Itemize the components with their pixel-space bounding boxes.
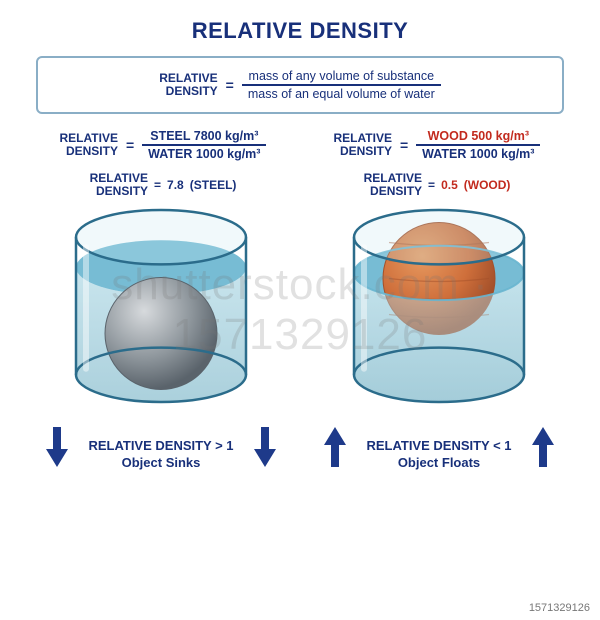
- footer-id: 1571329126: [529, 602, 590, 614]
- steel-fraction: STEEL 7800 kg/m³ WATER 1000 kg/m³: [142, 128, 266, 162]
- arrow-down-icon: [250, 425, 280, 469]
- steel-caption-behavior: Object Sinks: [88, 455, 233, 470]
- wood-caption-behavior: Object Floats: [366, 455, 511, 470]
- steel-label: RELATIVEDENSITY: [60, 132, 118, 158]
- def-numerator: mass of any volume of substance: [243, 68, 441, 84]
- wood-beaker: RELATIVE DENSITY < 1 Object Floats: [309, 206, 569, 470]
- definition-formula-box: RELATIVE DENSITY = mass of any volume of…: [36, 56, 564, 114]
- steel-caption-rule: RELATIVE DENSITY > 1: [88, 438, 233, 453]
- wood-beaker-svg: [348, 206, 530, 414]
- steel-arrows: RELATIVE DENSITY > 1 Object Sinks: [42, 424, 279, 470]
- def-denominator: mass of an equal volume of water: [242, 86, 441, 102]
- steel-example: RELATIVEDENSITY = STEEL 7800 kg/m³ WATER…: [33, 128, 293, 198]
- steel-result: RELATIVEDENSITY = 7.8 (STEEL): [33, 172, 293, 198]
- def-fraction: mass of any volume of substance mass of …: [242, 68, 441, 102]
- wood-result: RELATIVEDENSITY = 0.5 (WOOD): [307, 172, 567, 198]
- wood-result-material: (WOOD): [464, 178, 511, 192]
- wood-caption-rule: RELATIVE DENSITY < 1: [366, 438, 511, 453]
- page-title: RELATIVE DENSITY: [0, 0, 600, 44]
- steel-result-value: 7.8: [167, 178, 184, 192]
- wood-label: RELATIVEDENSITY: [334, 132, 392, 158]
- wood-denominator: WATER 1000 kg/m³: [416, 146, 540, 162]
- steel-numerator: STEEL 7800 kg/m³: [144, 128, 264, 144]
- steel-beaker: RELATIVE DENSITY > 1 Object Sinks: [31, 206, 291, 470]
- arrow-up-icon: [320, 425, 350, 469]
- steel-beaker-svg: [70, 206, 252, 414]
- wood-numerator: WOOD 500 kg/m³: [422, 128, 535, 144]
- definition-formula: RELATIVE DENSITY = mass of any volume of…: [159, 68, 441, 102]
- wood-fraction: WOOD 500 kg/m³ WATER 1000 kg/m³: [416, 128, 540, 162]
- wood-result-value: 0.5: [441, 178, 458, 192]
- wood-example: RELATIVEDENSITY = WOOD 500 kg/m³ WATER 1…: [307, 128, 567, 198]
- equals-sign: =: [126, 137, 134, 153]
- arrow-up-icon: [528, 425, 558, 469]
- wood-arrows: RELATIVE DENSITY < 1 Object Floats: [320, 424, 557, 470]
- def-label: RELATIVE DENSITY: [159, 72, 217, 98]
- equals-sign: =: [400, 137, 408, 153]
- arrow-down-icon: [42, 425, 72, 469]
- steel-denominator: WATER 1000 kg/m³: [142, 146, 266, 162]
- equals-sign: =: [226, 77, 234, 93]
- steel-result-material: (STEEL): [190, 178, 237, 192]
